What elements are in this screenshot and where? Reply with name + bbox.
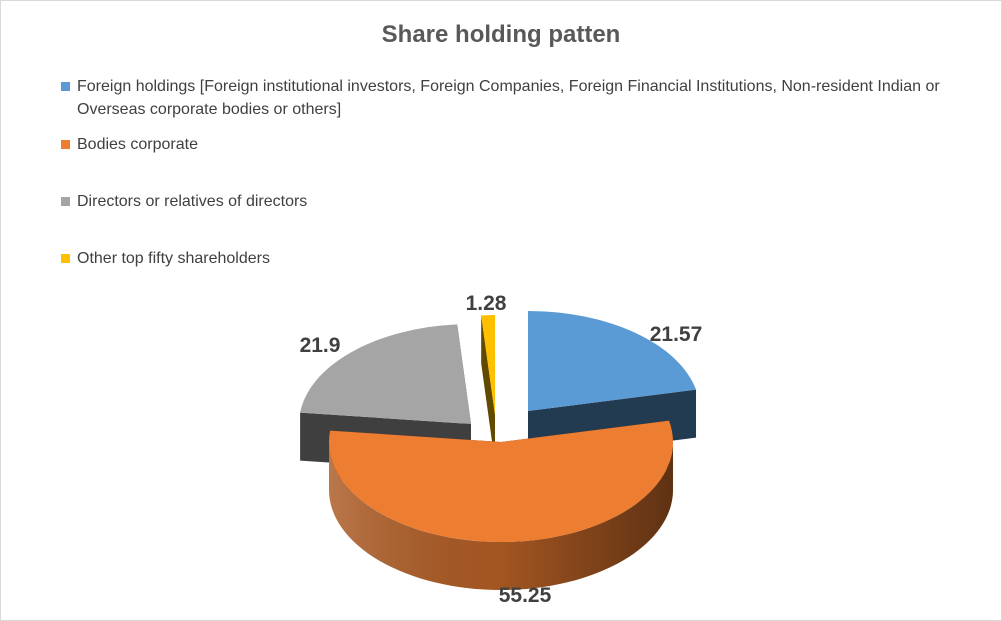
pie-slice-top-other-top-fifty — [481, 315, 495, 415]
data-label-bodies-corporate: 55.25 — [499, 584, 552, 607]
pie-slice-other-top-fifty — [481, 315, 495, 463]
data-label-other-top-fifty: 1.28 — [466, 292, 507, 315]
chart-title: Share holding patten — [381, 21, 621, 48]
pie-slice-top-foreign-holdings — [528, 311, 697, 411]
legend-swatch-other-top-fifty — [61, 254, 70, 263]
legend-swatch-directors — [61, 197, 70, 206]
legend-label-directors: Directors or relatives of directors — [77, 193, 308, 210]
pie-slice-top-directors — [300, 324, 471, 424]
legend-swatch-bodies-corporate — [61, 140, 70, 149]
data-label-directors: 21.9 — [300, 334, 341, 357]
pie-slice-top-bodies-corporate — [328, 420, 673, 542]
legend-item-foreign-holdings: Foreign holdings [Foreign institutional … — [61, 75, 961, 121]
legend-item-other-top-fifty: Other top fifty shareholders — [61, 247, 961, 270]
legend-item-bodies-corporate: Bodies corporate — [61, 133, 961, 156]
data-labels: 21.57 55.25 21.9 1.28 — [300, 292, 703, 607]
pie-slice-side-shade-bodies-corporate — [329, 442, 673, 590]
legend-label-foreign-holdings: Foreign holdings [Foreign institutional … — [77, 78, 940, 118]
pie-layer — [300, 311, 697, 590]
pie-slice-bodies-corporate — [328, 420, 673, 590]
legend-swatch-foreign-holdings — [61, 82, 70, 91]
legend-label-other-top-fifty: Other top fifty shareholders — [77, 250, 270, 267]
pie-slice-wall-other-top-fifty-0 — [481, 315, 495, 463]
legend-item-directors: Directors or relatives of directors — [61, 190, 961, 213]
legend-label-bodies-corporate: Bodies corporate — [77, 136, 198, 153]
data-label-foreign-holdings: 21.57 — [650, 323, 703, 346]
